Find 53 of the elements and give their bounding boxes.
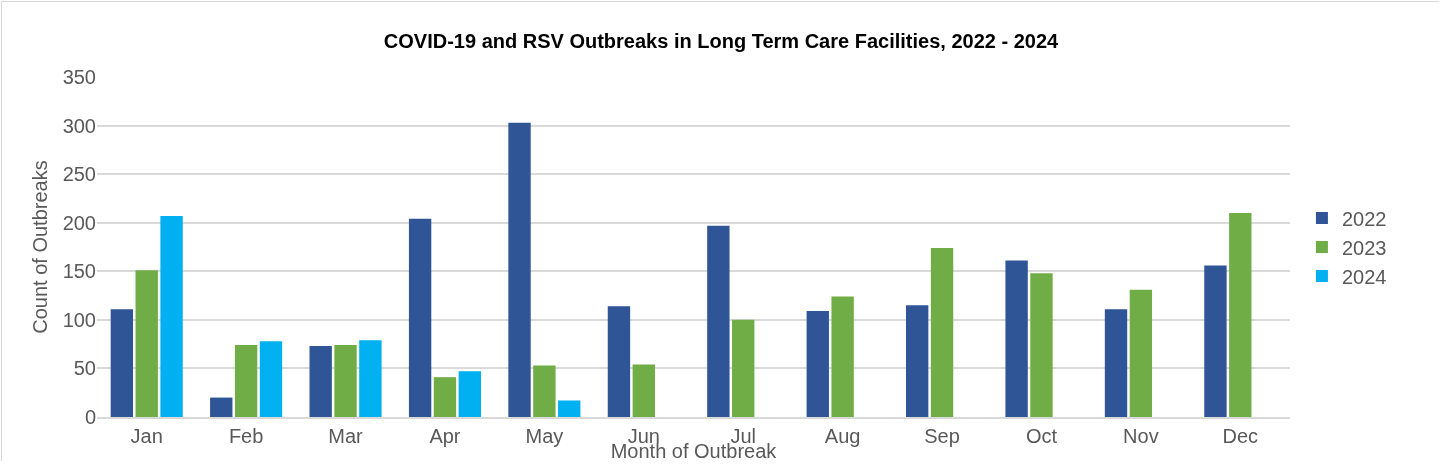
bar <box>930 247 954 417</box>
y-tick-label: 350 <box>62 66 96 88</box>
x-tick-label: Nov <box>1123 425 1159 447</box>
y-tick-label: 200 <box>62 211 96 234</box>
bar <box>210 397 233 417</box>
bar <box>234 345 258 417</box>
bar <box>632 364 655 417</box>
y-tick-label: 100 <box>62 308 96 331</box>
y-tick-label: 150 <box>62 260 96 283</box>
bar <box>458 371 481 417</box>
bar <box>732 319 755 417</box>
x-tick-label: Jul <box>730 425 756 447</box>
bar <box>433 377 457 417</box>
bar <box>135 270 158 417</box>
y-tick-label: 250 <box>62 163 96 186</box>
bar <box>1204 265 1227 417</box>
x-tick-label: Sep <box>924 425 960 447</box>
y-tick-label: 50 <box>73 357 96 380</box>
bar <box>160 215 183 417</box>
bar <box>1005 260 1028 417</box>
x-tick-label: Dec <box>1222 425 1259 447</box>
bar <box>806 311 829 417</box>
x-tick-label: May <box>525 425 564 447</box>
bar <box>1229 213 1252 417</box>
bar <box>607 306 631 417</box>
bar <box>558 400 581 417</box>
bar <box>533 365 556 417</box>
chart-title: COVID-19 and RSV Outbreaks in Long Term Care Facilities, 2022 - 2024 <box>383 30 1060 53</box>
bar <box>1104 309 1128 417</box>
x-tick-label: Aug <box>824 425 861 447</box>
bar <box>707 225 730 417</box>
bar <box>508 122 531 417</box>
x-tick-label: Jan <box>130 425 163 447</box>
y-tick-label: 0 <box>84 406 96 428</box>
y-tick-label: 300 <box>62 114 96 137</box>
y-axis-title: Count of Outbreaks <box>29 160 51 334</box>
x-tick-label: Oct <box>1025 425 1058 447</box>
legend-label: 2023 <box>1341 236 1387 259</box>
bar <box>309 346 332 417</box>
bar <box>831 296 854 417</box>
bar <box>906 305 929 417</box>
legend-label: 2024 <box>1341 265 1387 288</box>
x-tick-label: Feb <box>228 425 264 447</box>
x-tick-label: Mar <box>328 425 364 447</box>
x-tick-label: Apr <box>429 425 461 447</box>
bar <box>408 218 432 417</box>
legend-label: 2022 <box>1341 207 1387 230</box>
bar <box>259 341 283 417</box>
bar <box>359 340 382 417</box>
bar <box>334 345 357 417</box>
bar <box>110 309 134 417</box>
bar <box>1129 289 1153 417</box>
bar <box>1030 273 1053 417</box>
